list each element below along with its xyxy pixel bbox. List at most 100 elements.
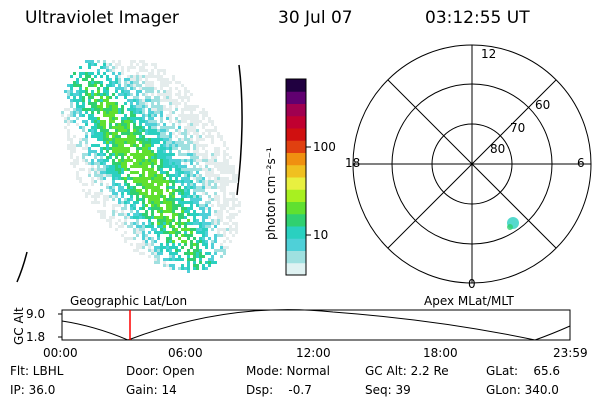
aurora-pixel: [205, 240, 208, 243]
aurora-pixel: [196, 117, 199, 120]
aurora-pixel: [181, 207, 184, 210]
aurora-pixel: [223, 168, 226, 171]
aurora-pixel: [109, 219, 112, 222]
aurora-pixel: [133, 123, 136, 126]
aurora-pixel: [187, 96, 190, 99]
aurora-pixel: [187, 129, 190, 132]
aurora-pixel: [211, 141, 214, 144]
aurora-pixel: [112, 141, 115, 144]
aurora-pixel: [187, 252, 190, 255]
aurora-pixel: [112, 180, 115, 183]
aurora-pixel: [91, 162, 94, 165]
aurora-pixel: [88, 66, 91, 69]
aurora-pixel: [79, 168, 82, 171]
aurora-pixel: [217, 222, 220, 225]
aurora-pixel: [145, 138, 148, 141]
aurora-pixel: [121, 162, 124, 165]
aurora-pixel: [208, 129, 211, 132]
aurora-pixel: [118, 189, 121, 192]
aurora-pixel: [82, 108, 85, 111]
aurora-pixel: [181, 267, 184, 270]
aurora-pixel: [106, 195, 109, 198]
aurora-pixel: [136, 102, 139, 105]
aurora-pixel: [157, 156, 160, 159]
aurora-pixel: [118, 204, 121, 207]
aurora-pixel: [148, 177, 151, 180]
aurora-pixel: [127, 132, 130, 135]
status-glat: GLat: 65.6: [486, 364, 561, 378]
aurora-pixel: [130, 186, 133, 189]
aurora-pixel: [82, 147, 85, 150]
aurora-pixel: [163, 123, 166, 126]
aurora-pixel: [151, 63, 154, 66]
aurora-pixel: [190, 222, 193, 225]
aurora-pixel: [109, 123, 112, 126]
aurora-pixel: [154, 132, 157, 135]
aurora-pixel: [121, 87, 124, 90]
aurora-pixel: [124, 120, 127, 123]
aurora-pixel: [100, 153, 103, 156]
aurora-pixel: [106, 135, 109, 138]
aurora-pixel: [214, 156, 217, 159]
aurora-pixel: [94, 81, 97, 84]
aurora-pixel: [106, 147, 109, 150]
aurora-pixel: [124, 159, 127, 162]
aurora-pixel: [169, 258, 172, 261]
aurora-pixel: [142, 231, 145, 234]
aurora-pixel: [172, 246, 175, 249]
aurora-pixel: [139, 213, 142, 216]
aurora-pixel: [112, 93, 115, 96]
aurora-pixel: [178, 102, 181, 105]
aurora-pixel: [130, 105, 133, 108]
aurora-pixel: [202, 264, 205, 267]
aurora-pixel: [160, 195, 163, 198]
aurora-pixel: [109, 189, 112, 192]
aurora-pixel: [145, 99, 148, 102]
aurora-pixel: [178, 189, 181, 192]
aurora-pixel: [178, 138, 181, 141]
aurora-pixel: [166, 153, 169, 156]
status-mode: Mode: Normal: [246, 364, 330, 378]
aurora-pixel: [121, 147, 124, 150]
aurora-pixel: [160, 99, 163, 102]
aurora-pixel: [166, 246, 169, 249]
aurora-pixel: [187, 258, 190, 261]
aurora-pixel: [211, 180, 214, 183]
aurora-pixel: [208, 216, 211, 219]
aurora-pixel: [154, 207, 157, 210]
status-ip: IP: 36.0: [10, 383, 56, 397]
aurora-pixel: [97, 123, 100, 126]
aurora-pixel: [214, 186, 217, 189]
aurora-pixel: [190, 156, 193, 159]
aurora-pixel: [223, 234, 226, 237]
aurora-pixel: [232, 171, 235, 174]
aurora-pixel: [193, 177, 196, 180]
aurora-pixel: [157, 123, 160, 126]
aurora-pixel: [73, 96, 76, 99]
aurora-pixel: [187, 264, 190, 267]
aurora-pixel: [121, 189, 124, 192]
aurora-pixel: [148, 114, 151, 117]
aurora-pixel: [145, 243, 148, 246]
aurora-pixel: [238, 210, 241, 213]
aurora-pixel: [190, 93, 193, 96]
aurora-pixel: [88, 114, 91, 117]
aurora-pixel: [223, 186, 226, 189]
aurora-pixel: [67, 132, 70, 135]
aurora-pixel: [172, 186, 175, 189]
aurora-pixel: [160, 252, 163, 255]
aurora-pixel: [109, 111, 112, 114]
aurora-pixel: [229, 219, 232, 222]
lat-label-70: 70: [510, 121, 526, 135]
aurora-pixel: [82, 138, 85, 141]
aurora-pixel: [193, 237, 196, 240]
aurora-pixel: [178, 126, 181, 129]
aurora-pixel: [169, 162, 172, 165]
aurora-pixel: [103, 165, 106, 168]
aurora-pixel: [151, 210, 154, 213]
aurora-pixel: [109, 96, 112, 99]
aurora-pixel: [217, 213, 220, 216]
aurora-pixel: [181, 264, 184, 267]
aurora-pixel: [151, 207, 154, 210]
aurora-pixel: [106, 63, 109, 66]
